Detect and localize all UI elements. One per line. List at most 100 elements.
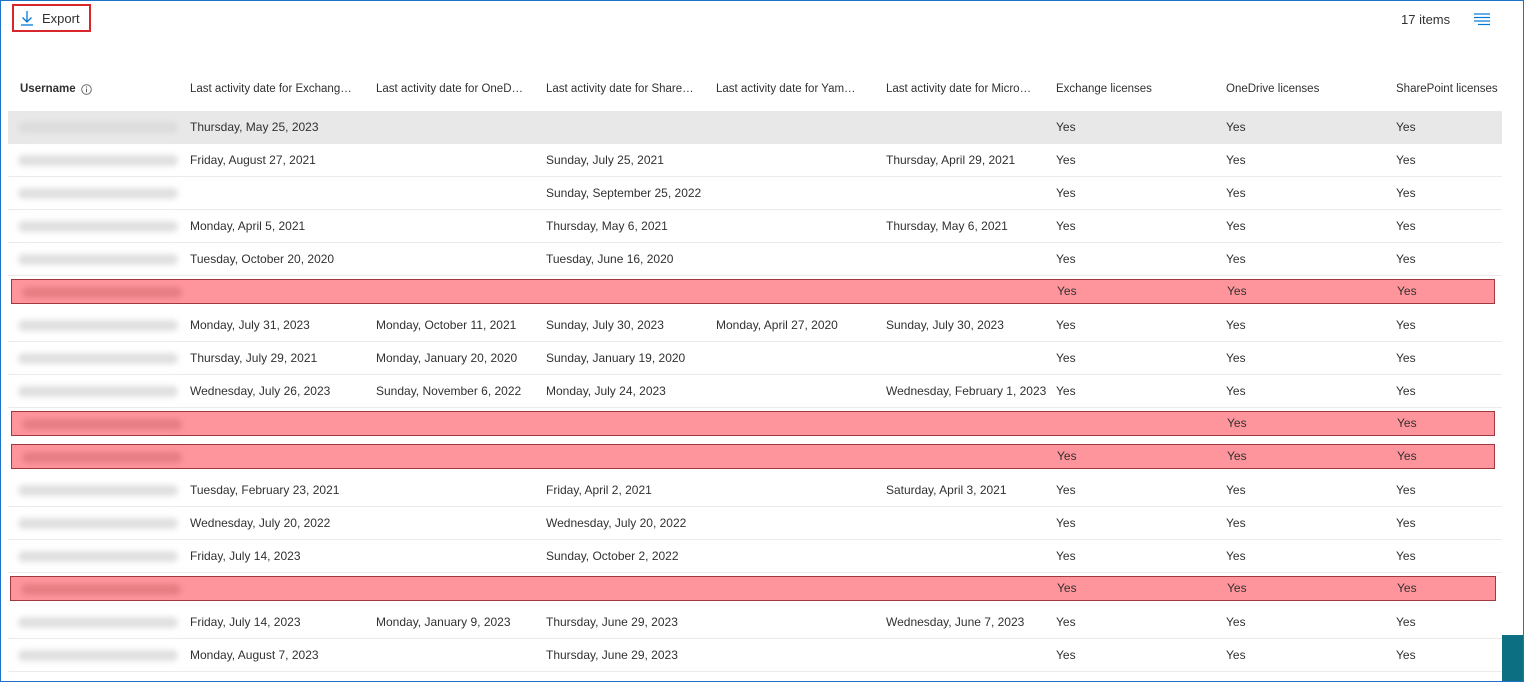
cell-onedrive-activity: Monday, January 20, 2020 bbox=[376, 351, 518, 365]
info-icon[interactable] bbox=[80, 83, 92, 95]
export-label: Export bbox=[42, 10, 80, 26]
username-redacted bbox=[18, 518, 178, 529]
table-row[interactable]: Wednesday, July 26, 2023 Sunday, November… bbox=[8, 375, 1502, 408]
cell-sharepoint-license: Yes bbox=[1396, 252, 1416, 266]
cell-sharepoint-activity: Sunday, October 2, 2022 bbox=[546, 549, 679, 563]
cell-exchange-activity: Friday, August 27, 2021 bbox=[190, 153, 316, 167]
cell-exchange-activity: Tuesday, October 20, 2020 bbox=[190, 252, 335, 266]
cell-sharepoint-activity: Wednesday, July 20, 2022 bbox=[546, 516, 687, 530]
cell-sharepoint-activity: Monday, July 24, 2023 bbox=[546, 384, 666, 398]
username-redacted bbox=[18, 155, 178, 166]
username-redacted bbox=[22, 287, 182, 298]
cell-exchange-license: Yes bbox=[1057, 581, 1077, 595]
table-row-highlighted[interactable]: Yes Yes Yes bbox=[10, 576, 1496, 601]
table-row[interactable]: Monday, August 7, 2023 Thursday, June 29,… bbox=[8, 639, 1502, 672]
cell-onedrive-license: Yes bbox=[1226, 153, 1246, 167]
table-row[interactable]: Friday, July 14, 2023 Sunday, October 2, … bbox=[8, 540, 1502, 573]
column-header-teams-activity[interactable]: Last activity date for Micro… bbox=[886, 83, 1032, 95]
cell-exchange-license: Yes bbox=[1056, 648, 1076, 662]
cell-exchange-license: Yes bbox=[1056, 351, 1076, 365]
cell-exchange-activity: Wednesday, July 26, 2023 bbox=[190, 384, 331, 398]
cell-sharepoint-license: Yes bbox=[1396, 120, 1416, 134]
arrow-down-icon bbox=[21, 11, 33, 26]
cell-exchange-license: Yes bbox=[1056, 483, 1076, 497]
cell-exchange-license: Yes bbox=[1056, 549, 1076, 563]
table-row[interactable]: Friday, August 27, 2021 Sunday, July 25, … bbox=[8, 144, 1502, 177]
cell-onedrive-license: Yes bbox=[1227, 416, 1247, 430]
cell-exchange-license: Yes bbox=[1056, 219, 1076, 233]
table-row-highlighted[interactable]: Yes Yes bbox=[11, 411, 1495, 436]
table-row-highlighted[interactable]: Yes Yes Yes bbox=[11, 444, 1495, 469]
cell-sharepoint-license: Yes bbox=[1397, 581, 1417, 595]
column-header-onedrive-licenses[interactable]: OneDrive licenses bbox=[1226, 83, 1320, 95]
cell-exchange-activity: Monday, August 7, 2023 bbox=[190, 648, 319, 662]
table-row[interactable]: Monday, July 31, 2023 Monday, October 11,… bbox=[8, 309, 1502, 342]
cell-onedrive-license: Yes bbox=[1226, 549, 1246, 563]
cell-onedrive-license: Yes bbox=[1226, 648, 1246, 662]
column-header-yammer-activity[interactable]: Last activity date for Yam… bbox=[716, 83, 856, 95]
cell-sharepoint-license: Yes bbox=[1397, 284, 1417, 298]
cell-onedrive-license: Yes bbox=[1226, 318, 1246, 332]
cell-onedrive-license: Yes bbox=[1226, 351, 1246, 365]
column-header-exchange-licenses[interactable]: Exchange licenses bbox=[1056, 83, 1152, 95]
cell-onedrive-license: Yes bbox=[1226, 384, 1246, 398]
cell-exchange-activity: Thursday, May 25, 2023 bbox=[190, 120, 319, 134]
cell-sharepoint-license: Yes bbox=[1397, 416, 1417, 430]
cell-exchange-license: Yes bbox=[1056, 153, 1076, 167]
username-redacted bbox=[18, 485, 178, 496]
help-widget[interactable] bbox=[1502, 635, 1523, 681]
export-button[interactable]: Export bbox=[12, 4, 91, 32]
cell-sharepoint-license: Yes bbox=[1396, 186, 1416, 200]
column-header-sharepoint-activity[interactable]: Last activity date for Share… bbox=[546, 83, 694, 95]
username-redacted bbox=[18, 386, 178, 397]
cell-onedrive-license: Yes bbox=[1226, 516, 1246, 530]
cell-onedrive-activity: Sunday, November 6, 2022 bbox=[376, 384, 522, 398]
username-redacted bbox=[18, 188, 178, 199]
cell-teams-activity: Saturday, April 3, 2021 bbox=[886, 483, 1007, 497]
cell-teams-activity: Wednesday, June 7, 2023 bbox=[886, 615, 1025, 629]
cell-exchange-license: Yes bbox=[1056, 318, 1076, 332]
cell-sharepoint-license: Yes bbox=[1396, 384, 1416, 398]
cell-exchange-license: Yes bbox=[1056, 516, 1076, 530]
cell-onedrive-license: Yes bbox=[1227, 449, 1247, 463]
cell-exchange-activity: Tuesday, February 23, 2021 bbox=[190, 483, 340, 497]
cell-exchange-license: Yes bbox=[1056, 120, 1076, 134]
username-redacted bbox=[18, 320, 178, 331]
cell-sharepoint-activity: Sunday, September 25, 2022 bbox=[546, 186, 702, 200]
items-count: 17 items bbox=[1401, 12, 1451, 27]
table-row[interactable]: Monday, April 5, 2021 Thursday, May 6, 20… bbox=[8, 210, 1502, 243]
cell-exchange-activity: Monday, April 5, 2021 bbox=[190, 219, 306, 233]
cell-exchange-license: Yes bbox=[1057, 284, 1077, 298]
cell-exchange-activity: Wednesday, July 20, 2022 bbox=[190, 516, 331, 530]
username-redacted bbox=[22, 419, 182, 430]
table-row[interactable]: Thursday, May 25, 2023 Yes Yes Yes bbox=[8, 111, 1502, 144]
column-header-label: Username bbox=[20, 83, 76, 95]
column-header-exchange-activity[interactable]: Last activity date for Exchang… bbox=[190, 83, 352, 95]
table-row[interactable]: Thursday, July 29, 2021 Monday, January 2… bbox=[8, 342, 1502, 375]
column-options-icon[interactable] bbox=[1473, 12, 1491, 28]
cell-sharepoint-license: Yes bbox=[1397, 449, 1417, 463]
column-header-username[interactable]: Username bbox=[20, 83, 92, 95]
cell-onedrive-activity: Monday, January 9, 2023 bbox=[376, 615, 511, 629]
cell-yammer-activity: Monday, April 27, 2020 bbox=[716, 318, 838, 332]
table-row[interactable]: Tuesday, February 23, 2021 Friday, April … bbox=[8, 474, 1502, 507]
cell-exchange-activity: Thursday, July 29, 2021 bbox=[190, 351, 318, 365]
cell-sharepoint-license: Yes bbox=[1396, 483, 1416, 497]
table-row[interactable]: Tuesday, October 20, 2020 Tuesday, June 1… bbox=[8, 243, 1502, 276]
cell-sharepoint-license: Yes bbox=[1396, 153, 1416, 167]
cell-teams-activity: Thursday, May 6, 2021 bbox=[886, 219, 1008, 233]
table-row[interactable]: Friday, July 14, 2023 Monday, January 9, … bbox=[8, 606, 1502, 639]
cell-onedrive-license: Yes bbox=[1226, 615, 1246, 629]
cell-sharepoint-license: Yes bbox=[1396, 318, 1416, 332]
username-redacted bbox=[18, 122, 178, 133]
table-row-highlighted[interactable]: Yes Yes Yes bbox=[11, 279, 1495, 304]
column-header-sharepoint-licenses[interactable]: SharePoint licenses bbox=[1396, 83, 1498, 95]
cell-sharepoint-license: Yes bbox=[1396, 351, 1416, 365]
cell-sharepoint-license: Yes bbox=[1396, 516, 1416, 530]
column-header-onedrive-activity[interactable]: Last activity date for OneD… bbox=[376, 83, 524, 95]
table-row[interactable]: Wednesday, July 20, 2022 Wednesday, July … bbox=[8, 507, 1502, 540]
cell-onedrive-license: Yes bbox=[1226, 219, 1246, 233]
username-redacted bbox=[18, 254, 178, 265]
cell-exchange-license: Yes bbox=[1056, 252, 1076, 266]
table-row[interactable]: Sunday, September 25, 2022 Yes Yes Yes bbox=[8, 177, 1502, 210]
